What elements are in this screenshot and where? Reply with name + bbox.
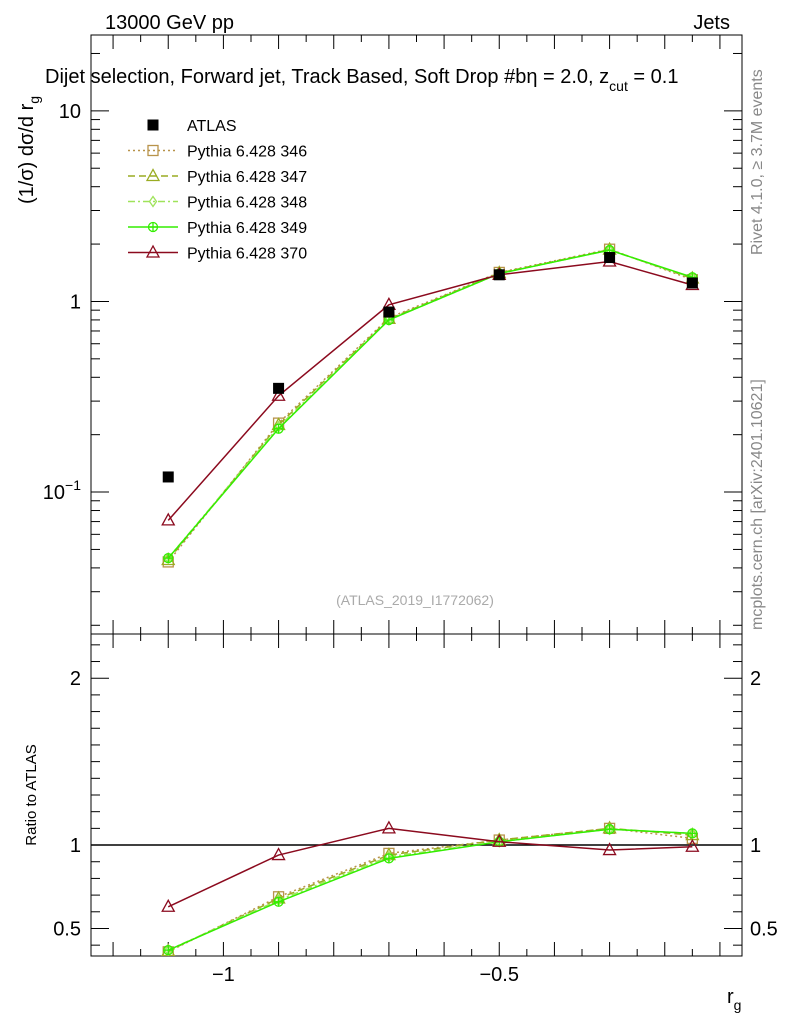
- y-axis-label: (1/σ) dσ/d rg: [16, 96, 42, 204]
- y-tick-label: 10: [59, 101, 81, 123]
- series-ratio: [162, 822, 698, 956]
- category-label: Jets: [693, 12, 730, 34]
- series-ratio: [163, 823, 697, 956]
- series-ratio: [161, 820, 700, 912]
- data-marker: [381, 820, 397, 834]
- series-line: [167, 249, 693, 559]
- data-marker: [161, 898, 176, 912]
- legend-label: Pythia 6.428 348: [187, 195, 307, 212]
- data-marker: [686, 277, 698, 289]
- legend-entry: Pythia 6.428 349: [128, 220, 307, 237]
- series-line: [167, 248, 693, 561]
- series-line: [167, 249, 693, 559]
- data-marker: [493, 269, 505, 281]
- ratio-line: [167, 827, 693, 953]
- legend-label: Pythia 6.428 346: [187, 144, 307, 161]
- data-marker: [147, 119, 159, 131]
- series-line: [167, 248, 693, 563]
- mcplots-label: mcplots.cern.ch [arXiv:2401.10621]: [749, 379, 766, 630]
- data-marker: [145, 168, 161, 182]
- x-axis-label: rg: [727, 986, 741, 1013]
- analysis-watermark: (ATLAS_2019_I1772062): [336, 592, 494, 608]
- legend-entry: Pythia 6.428 347: [128, 168, 307, 186]
- y-axis-label-main: (1/σ) dσ/d r: [16, 103, 38, 204]
- series-main: [162, 243, 698, 568]
- ratio-line: [167, 828, 693, 951]
- ratio-y-tick-label-right: 1: [750, 835, 761, 857]
- y-tick-label: 1: [70, 291, 81, 313]
- legend-label: ATLAS: [187, 118, 237, 135]
- x-axis-label-main: r: [727, 986, 734, 1008]
- y-tick-label: 10−1: [43, 477, 81, 504]
- plot-title-sub: cut: [609, 78, 628, 94]
- plot-title-main: Dijet selection, Forward jet, Track Base…: [45, 66, 526, 88]
- legend-entry: Pythia 6.428 346: [128, 144, 307, 161]
- series-main: [161, 253, 700, 526]
- rivet-label: Rivet 4.1.0, ≥ 3.7M events: [749, 69, 766, 255]
- data-marker: [271, 387, 286, 401]
- legend-entry: Pythia 6.428 348: [128, 195, 307, 212]
- data-marker: [161, 512, 176, 526]
- y-axis-label-sub: g: [26, 96, 42, 104]
- series-ratio: [163, 824, 698, 956]
- legend-label: Pythia 6.428 347: [187, 169, 307, 186]
- main-panel: 10−1 1 10: [43, 34, 743, 635]
- ratio-frame: [90, 633, 743, 957]
- legend-label: Pythia 6.428 349: [187, 220, 307, 237]
- legend-entry: ATLAS: [147, 118, 237, 135]
- data-marker: [492, 833, 507, 847]
- data-marker: [383, 306, 395, 318]
- ratio-line: [167, 827, 693, 952]
- ratio-axis-label: Ratio to ATLAS: [23, 744, 40, 845]
- data-marker: [147, 144, 159, 157]
- ratio-y-tick-label: 1: [70, 835, 81, 857]
- ratio-line: [167, 828, 693, 951]
- plot-title-cut: η = 2.0, z: [526, 66, 609, 88]
- legend: ATLAS Pythia 6.428 346 Pythia 6.428 347 Pyt…: [128, 118, 307, 263]
- data-marker: [685, 838, 700, 852]
- ratio-y-tick-label: 2: [70, 668, 81, 690]
- data-marker: [271, 847, 286, 861]
- ratio-line: [167, 827, 693, 908]
- ratio-y-tick-label-right: 2: [750, 668, 761, 690]
- plot-title: Dijet selection, Forward jet, Track Base…: [45, 66, 678, 94]
- x-tick-label: −1: [212, 964, 235, 986]
- data-marker: [273, 382, 285, 394]
- ratio-panel: −1 −0.5 0.5 0.5 1 1 2 2: [53, 633, 778, 986]
- series-line: [167, 260, 693, 521]
- legend-label: Pythia 6.428 370: [187, 246, 307, 263]
- legend-entry: Pythia 6.428 370: [128, 244, 307, 263]
- energy-label: 13000 GeV pp: [105, 12, 234, 34]
- data-marker: [602, 842, 617, 856]
- x-tick-label: −0.5: [480, 964, 519, 986]
- x-axis-label-sub: g: [734, 997, 742, 1013]
- data-marker: [604, 252, 616, 264]
- series-ratio: [161, 820, 700, 956]
- plot-title-tail: = 0.1: [628, 66, 679, 88]
- data-marker: [162, 471, 174, 483]
- data-marker: [148, 195, 158, 208]
- ratio-y-tick-label-right: 0.5: [750, 918, 778, 940]
- ratio-y-tick-label: 0.5: [53, 918, 81, 940]
- series-main: [161, 241, 700, 566]
- data-marker: [145, 244, 161, 258]
